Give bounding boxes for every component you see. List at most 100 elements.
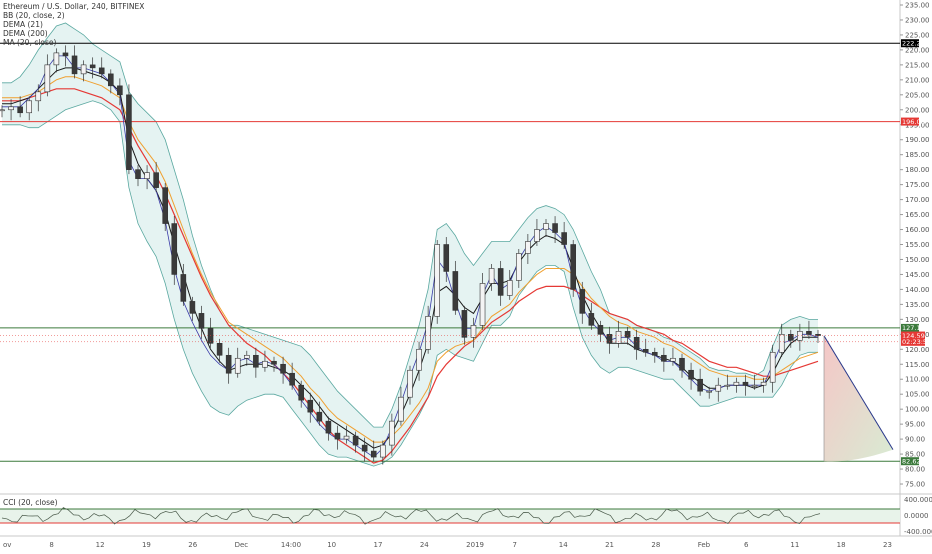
y-tick-label: 225.00 — [905, 31, 930, 39]
x-axis-label: Dec — [235, 541, 249, 549]
candle-body — [597, 325, 604, 335]
price-tag-bg — [901, 337, 925, 346]
candle-body — [280, 363, 286, 374]
cci-tick-bottom: -400.0000 — [904, 528, 932, 536]
price-tag-label: 02:23:57 — [902, 338, 931, 346]
candle-body — [606, 334, 613, 344]
y-tick-label: 155.00 — [905, 241, 930, 249]
bollinger-bands — [2, 22, 818, 467]
price-projection — [823, 335, 894, 462]
candle-body — [162, 187, 168, 224]
cci-tick-top: 400.0000 — [904, 496, 932, 504]
candle-body — [461, 310, 468, 338]
candle-body — [479, 283, 486, 326]
candle-body — [788, 334, 794, 341]
candle-body — [289, 372, 295, 386]
candle-body — [706, 390, 712, 393]
cci-line — [1, 507, 821, 525]
y-tick-label: 160.00 — [905, 226, 930, 234]
candle-body — [679, 357, 685, 371]
y-tick-label: 105.00 — [905, 391, 930, 399]
candle-body — [171, 223, 178, 275]
y-tick-label: 205.00 — [905, 91, 930, 99]
x-axis-label: 21 — [605, 541, 614, 549]
candle-body — [497, 268, 504, 296]
x-axis-label: 6 — [744, 541, 749, 549]
candle-body — [135, 169, 141, 179]
candle-body — [633, 337, 640, 350]
price-tag-label: 124.59 — [902, 332, 925, 340]
x-axis-label: 26 — [188, 541, 197, 549]
y-tick-label: 210.00 — [905, 76, 930, 84]
projection-line — [823, 335, 894, 450]
candle-body — [516, 253, 522, 281]
candle-body — [225, 354, 232, 374]
candle-body — [62, 52, 69, 57]
cci-pane: CCI (20, close) 400.0000 0.0000 -400.000… — [0, 496, 932, 536]
dema-200-line — [2, 88, 819, 464]
x-axis-label: 23 — [883, 541, 892, 549]
candle-body — [670, 357, 676, 362]
level-tag-label: 196.06 — [902, 118, 925, 126]
x-axis-label: Feb — [698, 541, 711, 549]
candle-body — [652, 351, 658, 356]
candle-body — [760, 381, 767, 386]
x-axis-label: 11 — [790, 541, 799, 549]
x-axis-label: 14 — [559, 541, 568, 549]
y-tick-label: 230.00 — [905, 16, 930, 24]
candle-body — [35, 91, 42, 102]
chart-title: Ethereum / U.S. Dollar, 240, BITFINEX — [3, 2, 144, 11]
candle-body — [733, 381, 740, 386]
y-tick-label: 180.00 — [905, 166, 930, 174]
candle-body — [307, 399, 314, 413]
projection-area — [824, 335, 893, 462]
candle-body — [570, 244, 576, 290]
candle-body — [407, 369, 413, 398]
candle-body — [398, 396, 404, 422]
candle-body — [253, 354, 259, 368]
y-tick-label: 190.00 — [905, 136, 930, 144]
candle-body — [552, 223, 558, 233]
candle-body — [588, 313, 595, 326]
level-tag-bg — [901, 457, 919, 466]
candle-body — [44, 64, 51, 93]
level-tag-bg — [901, 117, 919, 126]
x-axis-label: 12 — [96, 541, 105, 549]
candle-body — [370, 450, 377, 458]
candle-body — [71, 55, 78, 75]
y-tick-label: 75.00 — [905, 481, 925, 489]
candle-body — [271, 360, 277, 365]
candle-body — [769, 351, 776, 383]
level-tag-bg — [901, 39, 919, 48]
y-tick-label: 85.00 — [905, 451, 925, 459]
x-axis-label: 18 — [837, 541, 846, 549]
candle-body — [579, 289, 586, 314]
orange-ma-line — [2, 76, 819, 443]
candle-body — [198, 313, 205, 329]
candle-body — [389, 420, 395, 446]
candle-body — [661, 354, 667, 362]
candle-body — [452, 271, 459, 311]
candle-body — [506, 280, 513, 296]
bb-fill — [2, 23, 818, 467]
candle-body — [108, 73, 114, 87]
candle-body — [126, 94, 132, 170]
y-tick-label: 145.00 — [905, 271, 930, 279]
candle-body — [434, 244, 440, 317]
candle-body — [334, 432, 341, 440]
cci-label: CCI (20, close) — [3, 498, 58, 507]
candle-body — [742, 381, 749, 386]
candle-body — [697, 378, 703, 392]
y-tick-label: 130.00 — [905, 316, 930, 324]
candle-body — [316, 411, 323, 422]
cci-tick-mid: 0.0000 — [904, 512, 929, 520]
candle-body — [89, 64, 96, 69]
legend-bb: BB (20, close, 2) — [3, 11, 65, 20]
candle-body — [715, 384, 722, 392]
horizontal-levels: 222.23 196.06 127.14 82.62 — [0, 39, 925, 466]
y-tick-label: 165.00 — [905, 211, 930, 219]
y-tick-label: 110.00 — [905, 376, 930, 384]
